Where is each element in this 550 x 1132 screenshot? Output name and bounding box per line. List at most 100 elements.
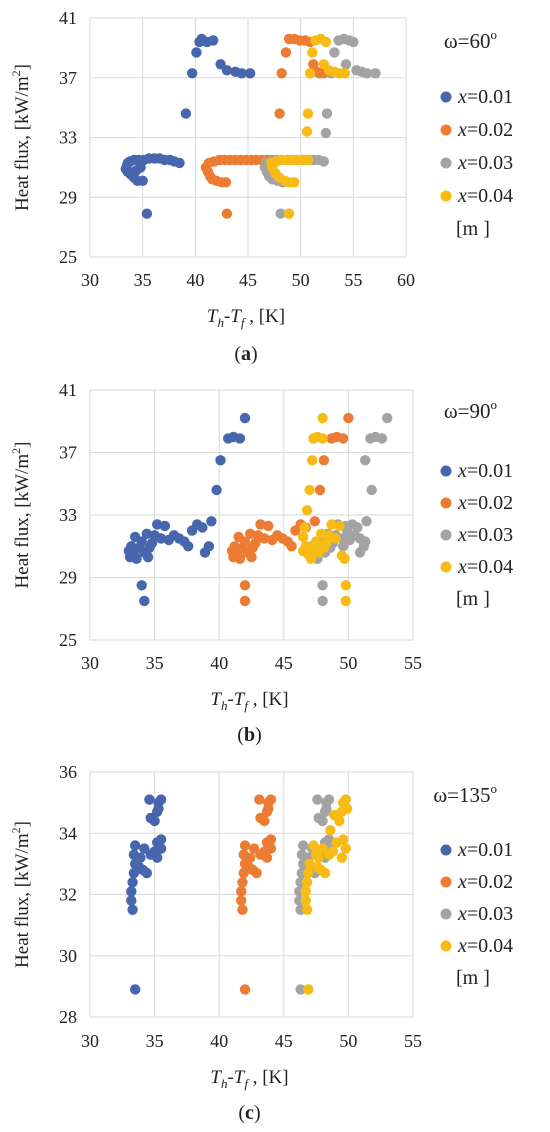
data-point-x-0.03: [361, 68, 373, 79]
legend-marker: [440, 876, 452, 888]
data-point-x-0.04: [299, 522, 310, 533]
panel-label: (c): [238, 1102, 260, 1124]
legend-unit: [m ]: [456, 588, 490, 610]
data-point-x-0.02: [265, 834, 277, 845]
data-point-x-0.03: [366, 484, 377, 496]
data-point-x-0.04: [301, 904, 313, 915]
data-point-x-0.03: [352, 522, 363, 533]
data-point-x-0.04: [289, 177, 300, 188]
data-point-x-0.04: [303, 984, 314, 995]
legend-label: x=0.03: [457, 524, 513, 546]
data-point-x-0.03: [275, 208, 286, 219]
x-axis-label: Th-Tf , [K]: [207, 306, 285, 330]
x-tick-label: 35: [146, 653, 164, 673]
data-point-x-0.03: [358, 541, 370, 552]
data-point-x-0.03: [295, 984, 306, 995]
legend-marker: [440, 529, 452, 541]
data-point-x-0.02: [251, 867, 262, 879]
legend-label: x=0.02: [457, 492, 513, 514]
data-point-x-0.04: [298, 531, 309, 543]
y-tick-label: 28: [59, 1007, 77, 1027]
x-tick-label: 60: [397, 270, 415, 290]
x-axis-label: Th-Tf , [K]: [210, 1067, 288, 1091]
data-point-x-0.04: [340, 580, 351, 591]
legend-unit: [m ]: [456, 218, 490, 240]
data-point-x-0.03: [370, 68, 381, 79]
legend-label: x=0.03: [457, 903, 513, 925]
data-point-x-0.04: [338, 834, 349, 845]
data-point-x-0.01: [211, 484, 222, 496]
data-point-x-0.02: [343, 412, 354, 424]
data-point-x-0.01: [137, 175, 148, 186]
x-tick-label: 55: [404, 653, 422, 673]
data-point-x-0.01: [135, 162, 146, 173]
data-point-x-0.01: [126, 895, 137, 906]
data-point-x-0.04: [317, 843, 328, 854]
legend-marker: [440, 190, 452, 202]
legend-marker: [440, 940, 452, 952]
data-point-x-0.01: [180, 108, 192, 119]
data-point-x-0.04: [303, 867, 314, 879]
y-tick-label: 30: [59, 946, 77, 966]
data-point-x-0.04: [283, 208, 295, 219]
legend-label: x=0.04: [457, 935, 513, 957]
angle-annotation: ω=135o: [433, 781, 497, 807]
legend-label: x=0.04: [457, 556, 513, 578]
data-point-x-0.01: [244, 68, 256, 79]
data-point-x-0.02: [265, 794, 277, 805]
data-point-x-0.03: [317, 595, 328, 607]
data-point-x-0.02: [263, 520, 274, 532]
data-point-x-0.02: [259, 533, 270, 544]
data-point-x-0.03: [321, 108, 333, 119]
data-point-x-0.01: [234, 433, 246, 444]
x-tick-label: 45: [275, 653, 293, 673]
data-point-x-0.04: [308, 840, 319, 851]
legend-marker: [440, 124, 452, 136]
data-point-x-0.04: [317, 433, 328, 444]
y-tick-label: 25: [59, 247, 77, 267]
data-point-x-0.02: [237, 877, 248, 888]
data-point-x-0.04: [325, 825, 336, 836]
x-tick-label: 40: [210, 1031, 228, 1051]
data-point-x-0.04: [326, 519, 337, 530]
data-point-x-0.01: [127, 877, 138, 888]
y-tick-label: 41: [59, 8, 77, 28]
data-point-x-0.04: [304, 484, 315, 496]
data-point-x-0.01: [206, 516, 217, 527]
data-point-x-0.01: [141, 867, 152, 879]
legend-label: x=0.03: [457, 152, 513, 174]
data-point-x-0.02: [236, 895, 247, 906]
x-tick-label: 50: [292, 270, 310, 290]
data-point-x-0.02: [338, 433, 349, 444]
data-point-x-0.04: [316, 528, 327, 539]
legend-label: x=0.02: [457, 119, 513, 141]
x-tick-label: 40: [210, 653, 228, 673]
x-tick-label: 35: [146, 1031, 164, 1051]
legend-label: x=0.01: [457, 839, 513, 861]
data-point-x-0.01: [208, 35, 219, 46]
y-tick-label: 36: [59, 762, 77, 782]
data-point-x-0.01: [155, 794, 167, 805]
data-point-x-0.03: [329, 47, 340, 58]
data-point-x-0.04: [339, 553, 350, 564]
y-tick-label: 37: [59, 443, 77, 463]
x-tick-label: 35: [134, 270, 152, 290]
panel-label: (a): [234, 343, 257, 365]
data-point-x-0.01: [145, 812, 156, 824]
data-point-x-0.02: [276, 68, 287, 79]
data-point-x-0.04: [336, 852, 348, 863]
x-tick-label: 55: [344, 270, 362, 290]
data-point-x-0.04: [307, 455, 318, 466]
data-point-x-0.03: [338, 541, 349, 552]
data-point-x-0.02: [236, 886, 247, 897]
y-tick-label: 32: [59, 885, 77, 905]
data-point-x-0.01: [174, 157, 185, 169]
data-point-x-0.01: [130, 984, 141, 995]
data-point-x-0.02: [318, 455, 330, 466]
data-point-x-0.01: [146, 537, 158, 549]
data-point-x-0.02: [255, 812, 266, 824]
data-point-x-0.04: [302, 108, 314, 119]
data-point-x-0.02: [220, 177, 232, 188]
